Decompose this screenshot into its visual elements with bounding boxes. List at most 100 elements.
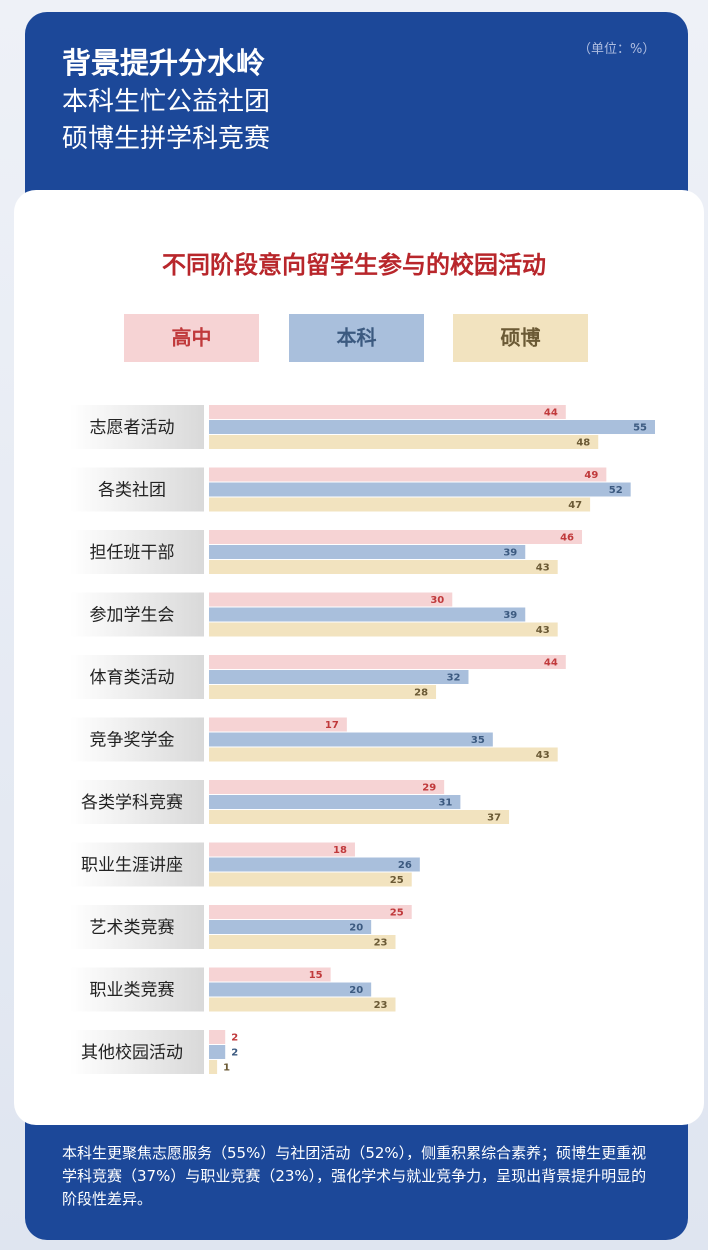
value-label: 23	[374, 1000, 388, 1011]
value-label: 44	[544, 408, 558, 419]
bar	[209, 780, 445, 794]
bar	[209, 435, 599, 449]
category-label: 竞争奖学金	[90, 731, 175, 751]
value-label: 20	[349, 985, 363, 996]
bar	[209, 747, 558, 762]
legend-swatch	[289, 314, 424, 362]
bar	[209, 982, 372, 997]
category-label: 职业生涯讲座	[81, 856, 183, 876]
value-label: 2	[231, 1033, 238, 1044]
value-label: 25	[390, 875, 404, 886]
category-box	[70, 842, 204, 887]
category-box	[70, 780, 204, 824]
legend-label: 硕博	[501, 326, 541, 350]
value-label: 25	[390, 908, 404, 919]
bar	[209, 655, 566, 669]
value-label: 43	[536, 750, 550, 761]
value-label: 32	[447, 673, 461, 684]
bar	[209, 810, 510, 824]
category-label: 志愿者活动	[90, 418, 175, 438]
bar	[209, 732, 493, 747]
value-label: 52	[609, 485, 623, 496]
bar	[209, 935, 396, 949]
bar	[209, 795, 461, 809]
value-label: 48	[576, 438, 590, 449]
category-box	[70, 717, 204, 762]
value-label: 37	[487, 813, 501, 824]
bar	[209, 1030, 226, 1044]
bar	[209, 482, 631, 497]
bar	[209, 997, 396, 1012]
footer-text: 本科生更聚焦志愿服务（55%）与社团活动（52%），侧重积累综合素养；硕博生更重…	[62, 1144, 647, 1208]
bar	[209, 622, 558, 637]
bar	[209, 545, 526, 559]
bar	[209, 592, 453, 607]
value-label: 47	[568, 500, 582, 511]
value-label: 55	[633, 423, 647, 434]
value-label: 17	[325, 720, 339, 731]
category-label: 职业类竞赛	[90, 980, 175, 1001]
bar	[209, 920, 372, 934]
bar	[209, 530, 583, 544]
category-label: 艺术类竞赛	[90, 917, 175, 938]
value-label: 18	[333, 845, 347, 856]
value-label: 46	[560, 533, 574, 544]
value-label: 20	[349, 923, 363, 934]
bar	[209, 607, 526, 622]
bar	[209, 1045, 226, 1059]
header-title: 背景提升分水岭	[62, 46, 266, 80]
category-label: 各类社团	[98, 481, 166, 501]
bar	[209, 405, 566, 419]
bar	[209, 467, 607, 482]
category-label: 参加学生会	[90, 606, 175, 626]
value-label: 43	[536, 563, 550, 574]
bar	[209, 420, 655, 434]
value-label: 1	[223, 1063, 230, 1074]
value-label: 35	[471, 735, 485, 746]
category-label: 体育类活动	[90, 668, 175, 688]
value-label: 29	[422, 783, 436, 794]
category-box	[70, 530, 204, 574]
unit-note: （单位：%）	[578, 42, 656, 57]
category-box	[70, 1030, 204, 1074]
category-box	[70, 655, 204, 699]
bar	[209, 497, 591, 512]
legend-label: 高中	[172, 326, 212, 350]
bar	[209, 857, 420, 872]
legend-label: 本科	[337, 326, 377, 350]
category-box	[70, 467, 204, 512]
value-label: 23	[374, 938, 388, 949]
bar	[209, 670, 469, 684]
subtitle-line: 硕博生拼学科竞赛	[62, 124, 271, 154]
value-label: 49	[584, 470, 598, 481]
value-label: 30	[430, 595, 444, 606]
bar	[209, 717, 347, 732]
value-label: 39	[503, 610, 517, 621]
subtitle-line: 本科生忙公益社团	[62, 87, 271, 117]
category-box	[70, 405, 204, 449]
category-label: 担任班干部	[90, 543, 175, 563]
category-box	[70, 905, 204, 949]
bar	[209, 1060, 218, 1074]
value-label: 26	[398, 860, 412, 871]
bar	[209, 872, 412, 887]
value-label: 31	[438, 798, 452, 809]
category-box	[70, 967, 204, 1012]
value-label: 39	[503, 548, 517, 559]
value-label: 2	[231, 1048, 238, 1059]
legend-swatch	[124, 314, 259, 362]
value-label: 44	[544, 658, 558, 669]
bar	[209, 842, 355, 857]
value-label: 43	[536, 625, 550, 636]
value-label: 28	[414, 688, 428, 699]
bar	[209, 905, 412, 919]
bar	[209, 560, 558, 574]
category-box	[70, 592, 204, 637]
header-subtitle: 本科生忙公益社团 硕博生拼学科竞赛	[62, 84, 270, 158]
legend-swatch	[453, 314, 588, 362]
bar	[209, 685, 437, 699]
category-label: 各类学科竞赛	[81, 792, 183, 813]
bar	[209, 967, 331, 982]
